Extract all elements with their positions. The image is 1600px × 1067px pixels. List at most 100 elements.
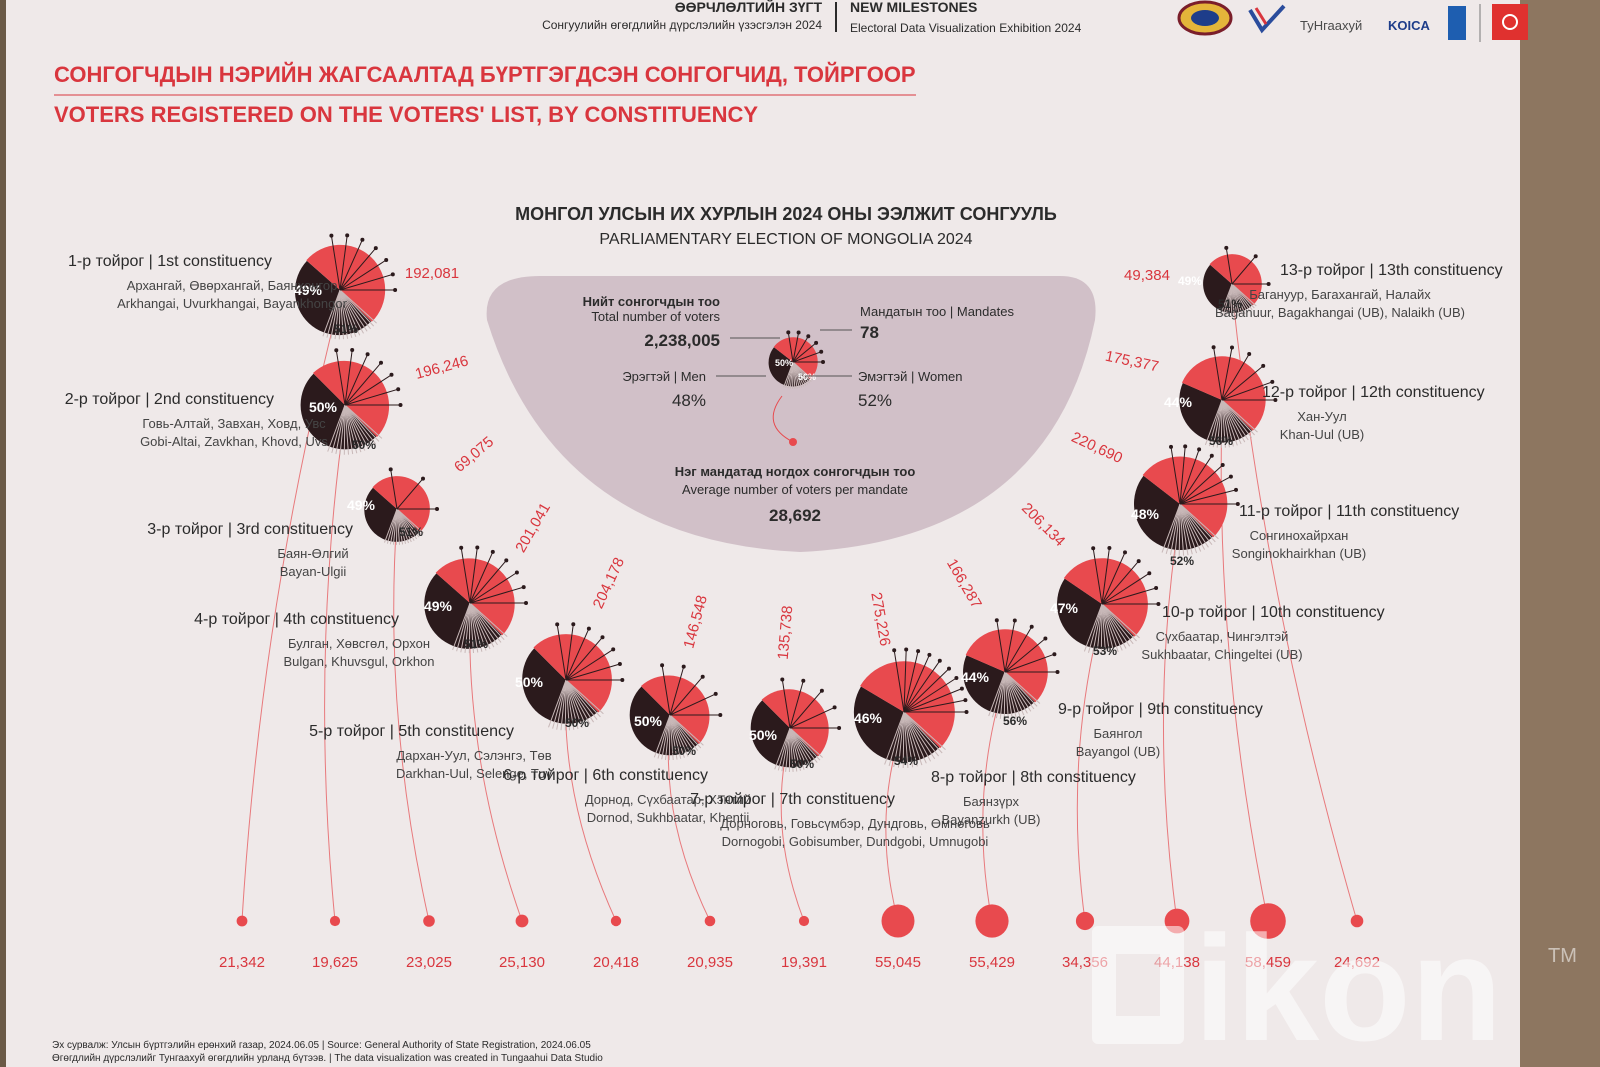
women-pct-9: 56% [1003,714,1027,728]
connector-4 [469,611,523,922]
constituency-name-10: 10-р тойрог | 10th constituency [1162,604,1385,621]
per-mandate-dots: 21,342 19,625 23,025 25,130 20,418 20,935 19,3… [219,903,1380,971]
constituency-name-3: 3-р тойрог | 3rd constituency [147,521,353,538]
pie-women-slice [313,360,390,437]
pie-spokes [660,663,723,717]
areas-en-9: Bayangol (UB) [1076,744,1161,759]
pie-spokes [555,622,625,682]
pie-constituency-8 [853,647,969,769]
pie-hatch [1083,603,1140,655]
pie-hatch [384,508,424,545]
areas-en-12: Khan-Uul (UB) [1280,427,1365,442]
constituency-name-6: 6-р тойрог | 6th constituency [503,767,708,784]
summary-pie-women-label: 50% [798,372,816,382]
per-mandate-dot-13 [1350,914,1364,928]
pie-spokes [388,467,439,511]
pie-constituency-3 [364,467,439,545]
areas-mn-1: Архангай, Өвөрхангай, Баянхонгор [127,278,338,293]
pie-spokes [892,647,969,714]
pie-constituency-4 [424,545,528,654]
pie-hatch [548,679,604,731]
men-pct-2: 50% [309,399,338,415]
pie-constituency-12 [1179,345,1278,448]
pie-hatch [1204,399,1258,448]
pie-spokes [1211,345,1278,402]
summary-panel: МОНГОЛ УЛСЫН ИХ ХУРЛЫН 2024 ОНЫ ЭЭЛЖИТ С… [486,204,1096,552]
pie-spokes [1091,546,1161,606]
men-pct-3: 49% [347,497,376,513]
constituency-name-8: 8-р тойрог | 8th constituency [931,769,1136,786]
areas-en-1: Arkhangai, Uvurkhangai, Bayankhongor [117,296,347,311]
areas-en-10: Sukhbaatar, Chingeltei (UB) [1141,647,1302,662]
total-label-en: Total number of voters [591,309,720,324]
total-value: 2,238,005 [644,331,720,350]
pie-men-slice [294,260,372,336]
constituency-name-1: 1-р тойрог | 1st constituency [68,253,272,270]
summary-title-mn: МОНГОЛ УЛСЫН ИХ ХУРЛЫН 2024 ОНЫ ЭЭЛЖИТ С… [515,204,1057,224]
areas-mn-10: Сүхбаатар, Чингэлтэй [1156,629,1289,644]
women-pct-8: 54% [894,754,918,768]
women-pct-7: 50% [790,757,814,771]
areas-en-8: Bayanzurkh (UB) [942,812,1041,827]
constituency-name-13: 13-р тойрог | 13th constituency [1280,262,1503,279]
per-mandate-dot-7 [798,915,810,927]
pie-men-slice [1203,264,1253,313]
voters-value-7: 135,738 [775,605,797,661]
pie-hatch [988,671,1041,720]
summary-blob [486,276,1096,552]
areas-en-13: Baganuur, Bagakhangai (UB), Nalaikh (UB) [1215,305,1465,320]
men-pct-4: 49% [424,598,453,614]
areas-mn-13: Багануур, Багахангай, Налайх [1249,287,1431,302]
areas-mn-3: Баян-Өлгий [277,546,348,561]
areas-mn-5: Дархан-Уул, Сэлэнгэ, Төв [396,748,551,763]
women-value: 52% [858,391,892,410]
pie-constituency-11 [1133,444,1240,556]
summary-pie-chart [768,330,825,389]
constituency-name-9: 9-р тойрог | 9th constituency [1058,701,1263,718]
pie-constituency-13 [1203,245,1271,317]
areas-en-7: Dornogobi, Gobisumber, Dundgobi, Umnugob… [722,834,989,849]
men-label: Эрэгтэй | Men [622,369,706,384]
areas-en-2: Gobi-Altai, Zavkhan, Khovd, Uvs [140,434,328,449]
constituency-name-2: 2-р тойрог | 2nd constituency [65,391,274,408]
per-mandate-dot-8 [881,904,915,938]
men-pct-11: 48% [1131,506,1160,522]
per-mandate-dot-9 [975,904,1009,938]
pie-women-slice [1063,558,1148,637]
voters-value-1: 192,081 [405,265,459,282]
areas-mn-8: Баянзүрх [963,794,1020,809]
areas-mn-2: Говь-Алтай, Завхан, Ховд, Увс [142,416,326,431]
women-pct-13: 51% [1218,297,1242,311]
pie-spokes [1224,245,1271,286]
per-mandate-dot-6 [704,915,716,927]
men-pct-5: 50% [515,674,544,690]
pie-spokes [329,233,398,292]
pie-spokes [1169,444,1240,506]
sdg5-logo [1492,4,1528,40]
constituency-name-4: 4-р тойрог | 4th constituency [194,611,399,628]
mandates-value: 78 [860,323,879,342]
areas-en-5: Darkhan-Uul, Selenge, Tuv [396,766,553,781]
per-mandate-value-6: 20,935 [687,954,733,971]
areas-mn-9: Баянгол [1094,726,1143,741]
pie-constituency-1 [294,233,398,340]
per-mandate-dot-1 [236,915,248,927]
per-mandate-value-13: 24,692 [1334,954,1380,971]
women-pct-3: 51% [399,525,423,539]
footer-credit: Өгөгдлийн дүрслэлийг Тунгаахуй өгөгдлийн… [52,1052,603,1064]
title-mn: СОНГОГЧДЫН НЭРИЙН ЖАГСААЛТАД БҮРТГЭГДСЭН… [54,62,916,87]
areas-mn-7: Дорноговь, Говьсүмбэр, Дундговь, Өмнөгов… [720,816,990,831]
women-pct-6: 50% [672,744,696,758]
per-mandate-dot-10 [1075,911,1095,931]
pie-spokes [786,330,825,364]
connector-2 [324,413,346,922]
areas-en-6: Dornod, Sukhbaatar, Khentii [587,810,750,825]
tungaahui-logo: ТуНгаахуй [1300,18,1362,33]
gec-emblem-logo [1177,0,1233,36]
areas-en-3: Bayan-Ulgii [280,564,347,579]
men-pct-6: 50% [634,713,663,729]
avg-label-en: Average number of voters per mandate [682,482,908,497]
avg-label-mn: Нэг мандатад ногдох сонгогчдын тоо [675,464,916,479]
areas-mn-4: Булган, Хөвсгөл, Орхон [288,636,430,651]
